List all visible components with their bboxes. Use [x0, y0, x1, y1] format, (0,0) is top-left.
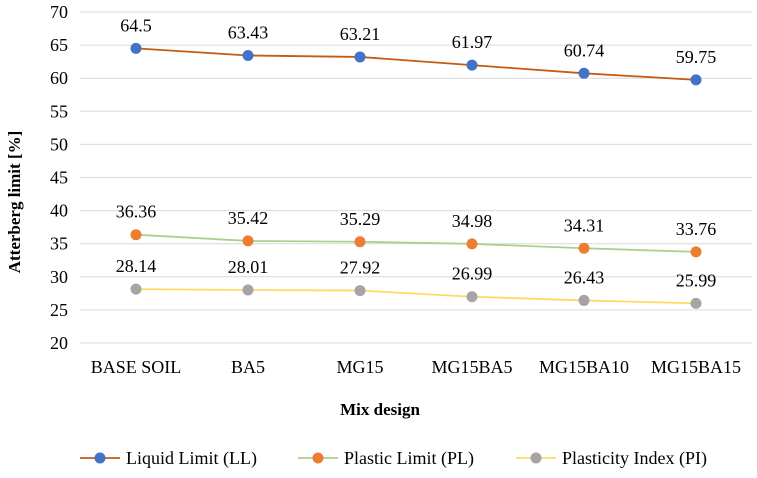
series-2-point-4	[466, 238, 478, 250]
series-1-point-4	[466, 59, 478, 71]
data-labels: 64.5 63.43 63.21 61.97 60.74 59.75 36.36 35.42 3…	[116, 15, 717, 290]
series-2-point-2	[242, 235, 254, 247]
series-2-data-label-3: 35.29	[340, 209, 381, 229]
legend-label-2: Plastic Limit (PL)	[344, 448, 474, 469]
y-tick-label-35: 35	[50, 234, 68, 254]
y-tick-label-30: 30	[50, 267, 68, 287]
series-3-point-2	[242, 284, 254, 296]
series-3-point-1	[130, 283, 142, 295]
series-1-data-label-6: 59.75	[676, 47, 717, 67]
series-1-data-label-1: 64.5	[120, 15, 152, 35]
series-3-data-label-5: 26.43	[564, 267, 605, 287]
series-1-data-label-2: 63.43	[228, 22, 269, 42]
series-2-data-label-5: 34.31	[564, 215, 605, 235]
series-1-point-6	[690, 74, 702, 86]
series-2-point-3	[354, 236, 366, 248]
x-tick-label-5: MG15BA10	[539, 357, 629, 377]
series-2-point-1	[130, 229, 142, 241]
series-line-1	[135, 47, 697, 81]
series-1-data-label-3: 63.21	[340, 24, 381, 44]
y-tick-label-25: 25	[50, 300, 68, 320]
series-2-data-label-1: 36.36	[116, 202, 157, 222]
y-tick-label-45: 45	[50, 168, 68, 188]
legend-marker-1	[94, 452, 106, 464]
y-axis-ticks: 20 25 30 35 40 45 50 55 60 65 70	[50, 2, 68, 353]
series-1-point-3	[354, 51, 366, 63]
series-3-data-label-6: 25.99	[676, 270, 717, 290]
series-1-point-5	[578, 67, 590, 79]
legend-marker-2	[312, 452, 324, 464]
series-2-data-label-6: 33.76	[676, 219, 717, 239]
x-tick-label-3: MG15	[336, 357, 383, 377]
x-tick-label-4: MG15BA5	[431, 357, 512, 377]
series-group	[130, 42, 702, 309]
series-1-data-label-5: 60.74	[564, 40, 605, 60]
series-1-data-label-4: 61.97	[452, 32, 493, 52]
y-tick-label-40: 40	[50, 201, 68, 221]
series-1-point-2	[242, 49, 254, 61]
series-3-point-3	[354, 285, 366, 297]
series-3-point-4	[466, 291, 478, 303]
series-2-data-label-2: 35.42	[228, 208, 269, 228]
legend-marker-3	[530, 452, 542, 464]
gridlines	[80, 11, 752, 344]
series-3-data-label-3: 27.92	[340, 258, 381, 278]
series-line-2	[135, 233, 697, 253]
legend-label-3: Plasticity Index (PI)	[562, 448, 707, 469]
y-axis-title: Atterberg limit [%]	[5, 131, 24, 274]
series-2-point-6	[690, 246, 702, 258]
x-tick-label-6: MG15BA15	[651, 357, 741, 377]
y-tick-label-20: 20	[50, 333, 68, 353]
y-tick-label-60: 60	[50, 68, 68, 88]
series-3-data-label-1: 28.14	[116, 256, 157, 276]
x-axis-title: Mix design	[340, 400, 420, 419]
x-tick-label-1: BASE SOIL	[91, 357, 182, 377]
series-1-point-1	[130, 42, 142, 54]
y-tick-label-70: 70	[50, 2, 68, 22]
series-3-point-6	[690, 297, 702, 309]
x-axis-ticks: BASE SOIL BA5 MG15 MG15BA5 MG15BA10 MG15BA15	[91, 357, 741, 377]
series-line-3	[135, 288, 697, 305]
y-tick-label-65: 65	[50, 35, 68, 55]
x-tick-label-2: BA5	[231, 357, 265, 377]
y-tick-label-55: 55	[50, 101, 68, 121]
legend-label-1: Liquid Limit (LL)	[126, 448, 257, 469]
series-3-point-5	[578, 294, 590, 306]
legend: Liquid Limit (LL) Plastic Limit (PL) Plast…	[80, 448, 707, 469]
series-3-data-label-4: 26.99	[452, 264, 493, 284]
series-2-point-5	[578, 242, 590, 254]
series-2-data-label-4: 34.98	[452, 211, 493, 231]
y-tick-label-50: 50	[50, 134, 68, 154]
series-3-data-label-2: 28.01	[228, 257, 269, 277]
